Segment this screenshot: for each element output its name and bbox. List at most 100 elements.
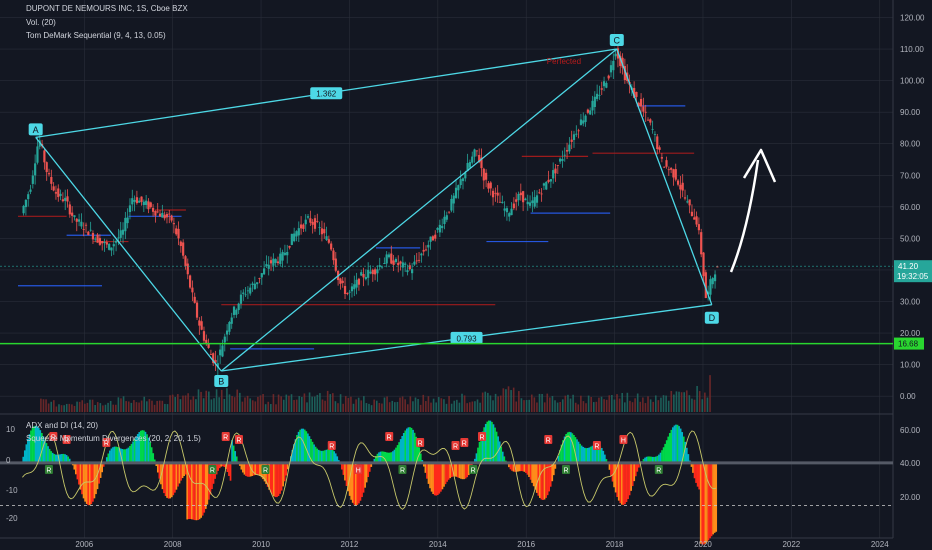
candle-body xyxy=(80,221,83,227)
candle-body xyxy=(124,217,127,232)
momentum-bar xyxy=(200,462,202,518)
candle-body xyxy=(702,252,705,277)
volume-bar xyxy=(115,404,117,412)
volume-bar xyxy=(94,404,96,412)
momentum-bar xyxy=(492,424,495,463)
price-tick-label: 0.00 xyxy=(900,392,916,401)
candle-body xyxy=(653,134,657,135)
volume-bar xyxy=(226,388,228,412)
momentum-bar xyxy=(658,454,660,463)
candle-body xyxy=(286,251,289,256)
candle-body xyxy=(362,274,365,278)
candle-body xyxy=(586,109,589,113)
candle-body xyxy=(385,254,388,264)
volume-bar xyxy=(680,392,683,412)
momentum-bar xyxy=(467,462,470,476)
divergence-badge xyxy=(478,432,487,441)
candle-body xyxy=(623,66,626,81)
momentum-bar xyxy=(574,437,577,463)
momentum-bar xyxy=(269,462,272,493)
candle-body xyxy=(660,157,663,159)
momentum-bar xyxy=(385,452,388,463)
momentum-bar xyxy=(489,420,492,463)
last-price-badge xyxy=(894,260,932,283)
volume-indicator-label[interactable]: Vol. (20) xyxy=(26,18,56,27)
volume-bar xyxy=(425,401,427,412)
candle-body xyxy=(496,192,499,196)
adx-indicator-label[interactable]: ADX and DI (14, 20) xyxy=(26,421,99,430)
volume-bar xyxy=(347,397,350,412)
momentum-bar xyxy=(225,462,227,469)
momentum-bar xyxy=(645,456,648,463)
volume-bar xyxy=(148,399,151,412)
momentum-bar xyxy=(351,462,354,503)
tdseq-indicator-label[interactable]: Tom DeMark Sequential (9, 4, 13, 0.05) xyxy=(26,31,166,40)
momentum-bar xyxy=(217,462,220,471)
divergence-badge xyxy=(561,465,570,474)
harmonic-pattern[interactable]: A B C D 1.362 0.793 Perfected xyxy=(0,34,893,387)
momentum-bar xyxy=(590,446,592,463)
volume-bar xyxy=(169,395,171,412)
candle-body xyxy=(517,194,520,201)
volume-bar xyxy=(685,390,688,412)
momentum-bar xyxy=(192,462,195,520)
candle-body xyxy=(209,354,213,355)
momentum-bar xyxy=(333,451,336,463)
momentum-bar xyxy=(25,444,28,463)
candle-body xyxy=(36,146,39,163)
momentum-bar xyxy=(155,462,158,467)
momentum-bar xyxy=(110,448,113,463)
candle-body xyxy=(71,212,74,216)
momentum-bar xyxy=(384,451,387,463)
candle-body xyxy=(256,282,259,285)
candle-body xyxy=(570,139,573,142)
volume-bar xyxy=(618,398,621,412)
candle-body xyxy=(528,202,532,206)
momentum-bar xyxy=(678,426,680,463)
momentum-bar xyxy=(132,441,134,463)
volume-bar xyxy=(616,394,618,412)
price-tick-label: 90.00 xyxy=(900,108,921,117)
candle-body xyxy=(306,216,310,218)
momentum-bar xyxy=(647,456,649,463)
price-tick-label: 20.00 xyxy=(900,329,921,338)
momentum-bar xyxy=(690,462,693,467)
squeeze-indicator-label[interactable]: Squeeze Momentum Divergences (20, 2, 20,… xyxy=(26,434,201,443)
candle-body xyxy=(577,130,580,132)
momentum-bar xyxy=(358,462,360,504)
candle-body xyxy=(223,336,226,343)
candle-body xyxy=(554,168,557,174)
momentum-bar xyxy=(378,452,380,463)
momentum-bar xyxy=(594,444,597,463)
momentum-bar xyxy=(37,427,40,463)
candle-body xyxy=(253,283,256,290)
candle-body xyxy=(619,55,622,66)
momentum-bar xyxy=(433,462,436,496)
volume-bar xyxy=(523,400,525,412)
momentum-bar xyxy=(545,462,547,498)
volume-bar xyxy=(499,395,502,412)
momentum-bar xyxy=(569,432,572,463)
candle-body xyxy=(503,208,506,211)
candle-body xyxy=(695,216,698,225)
volume-bar xyxy=(295,399,298,412)
candle-body xyxy=(163,214,166,219)
volume-bar xyxy=(510,390,512,412)
candle-body xyxy=(82,229,85,230)
candle-body xyxy=(154,211,157,216)
volume-bar xyxy=(352,403,355,412)
momentum-bar xyxy=(218,462,221,469)
symbol-title[interactable]: DUPONT DE NEMOURS INC, 1S, Cboe BZX xyxy=(26,4,188,13)
volume-bar xyxy=(84,403,86,412)
volume-bar xyxy=(342,403,344,412)
support-price-label: 16.68 xyxy=(898,340,919,349)
momentum-bar xyxy=(266,462,269,487)
volume-bar xyxy=(621,393,623,412)
volume-bar xyxy=(559,402,561,412)
time-tick-label: 2006 xyxy=(75,540,93,549)
candle-body xyxy=(443,216,446,225)
candle-body xyxy=(665,160,668,167)
momentum-bar xyxy=(563,436,566,463)
candle-body xyxy=(91,232,95,240)
